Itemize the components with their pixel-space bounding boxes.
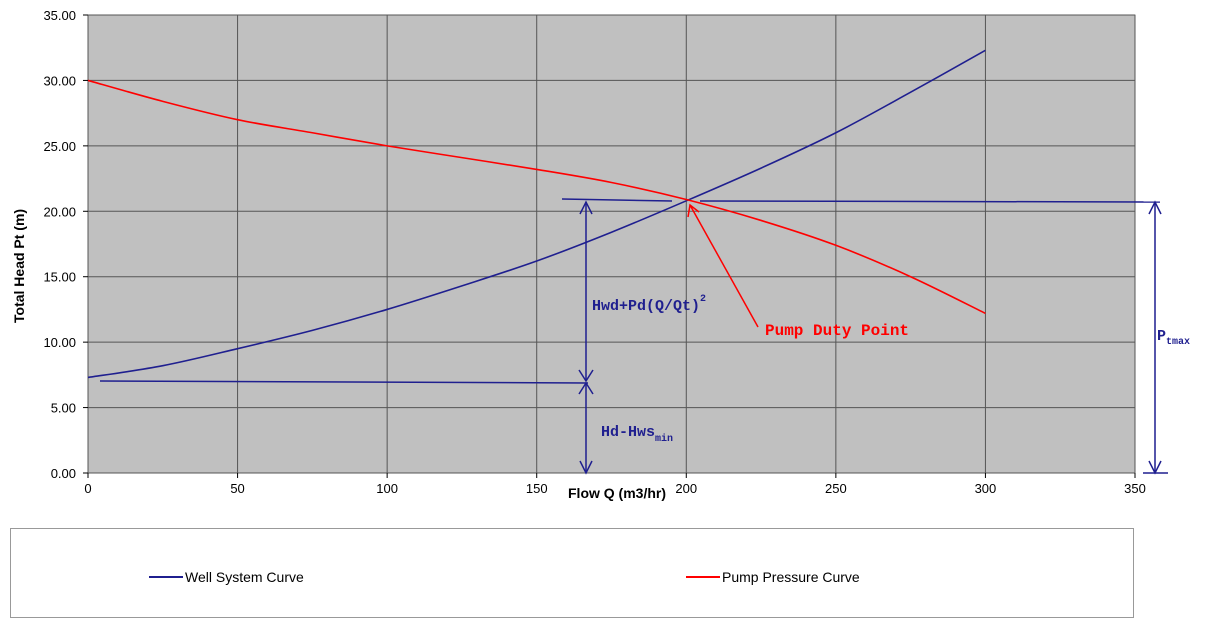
hwd-label: Hwd+Pd(Q/Qt)2 <box>592 294 706 315</box>
x-tick-label: 50 <box>230 481 244 496</box>
legend: Well System Curve Pump Pressure Curve <box>10 528 1134 618</box>
legend-item-pump-pressure: Pump Pressure Curve <box>686 569 860 585</box>
series-line-pump-pressure <box>87 79 986 315</box>
x-tick-label: 0 <box>84 481 91 496</box>
y-tick-label: 25.00 <box>43 139 76 154</box>
plot-area <box>87 14 1136 474</box>
x-axis-title: Flow Q (m3/hr) <box>568 485 666 501</box>
x-tick-label: 350 <box>1124 481 1146 496</box>
legend-label-well-system: Well System Curve <box>185 569 304 585</box>
duty-level-line-right <box>699 200 1161 203</box>
duty-point-arrowhead <box>687 203 700 218</box>
legend-label-pump-pressure: Pump Pressure Curve <box>722 569 860 585</box>
x-tick-label: 100 <box>376 481 398 496</box>
y-axis-ticks: 0.00 5.00 10.00 15.00 20.00 25.00 30.00 35.00 <box>43 8 88 481</box>
hd-arrow-top <box>578 381 594 395</box>
y-axis-title: Total Head Pt (m) <box>11 209 27 323</box>
annotations: Hwd+Pd(Q/Qt)2 Pump Duty Point Hd-Hwsmin … <box>99 198 1190 475</box>
y-tick-label: 30.00 <box>43 73 76 88</box>
x-tick-label: 250 <box>825 481 847 496</box>
y-tick-label: 35.00 <box>43 8 76 23</box>
chart: 0.00 5.00 10.00 15.00 20.00 25.00 30.00 35.00 0… <box>11 8 1190 501</box>
duty-point-pointer <box>689 204 759 328</box>
pt-label: Ptmax <box>1157 328 1190 348</box>
hd-label: Hd-Hwsmin <box>601 424 673 445</box>
legend-item-well-system: Well System Curve <box>149 569 304 585</box>
series-line-well-system <box>87 49 986 379</box>
duty-point-label: Pump Duty Point <box>765 322 909 340</box>
y-tick-label: 5.00 <box>51 401 76 416</box>
hwd-arrow-bottom <box>578 369 594 383</box>
series-group <box>87 49 986 379</box>
pt-arrow-top <box>1148 200 1162 215</box>
duty-level-line-left <box>561 198 673 202</box>
y-tick-label: 15.00 <box>43 270 76 285</box>
x-tick-label: 150 <box>526 481 548 496</box>
hwd-arrow-top <box>579 200 593 215</box>
legend-swatch-blue <box>149 576 183 578</box>
y-tick-label: 10.00 <box>43 335 76 350</box>
legend-swatch-red <box>686 576 720 578</box>
min-level-line <box>99 380 589 384</box>
x-tick-label: 300 <box>975 481 997 496</box>
hd-arrow-bottom <box>579 460 593 475</box>
y-tick-label: 20.00 <box>43 204 76 219</box>
x-tick-label: 200 <box>675 481 697 496</box>
x-axis-ticks: 0 50 100 150 200 250 300 350 <box>84 473 1146 496</box>
y-tick-label: 0.00 <box>51 466 76 481</box>
